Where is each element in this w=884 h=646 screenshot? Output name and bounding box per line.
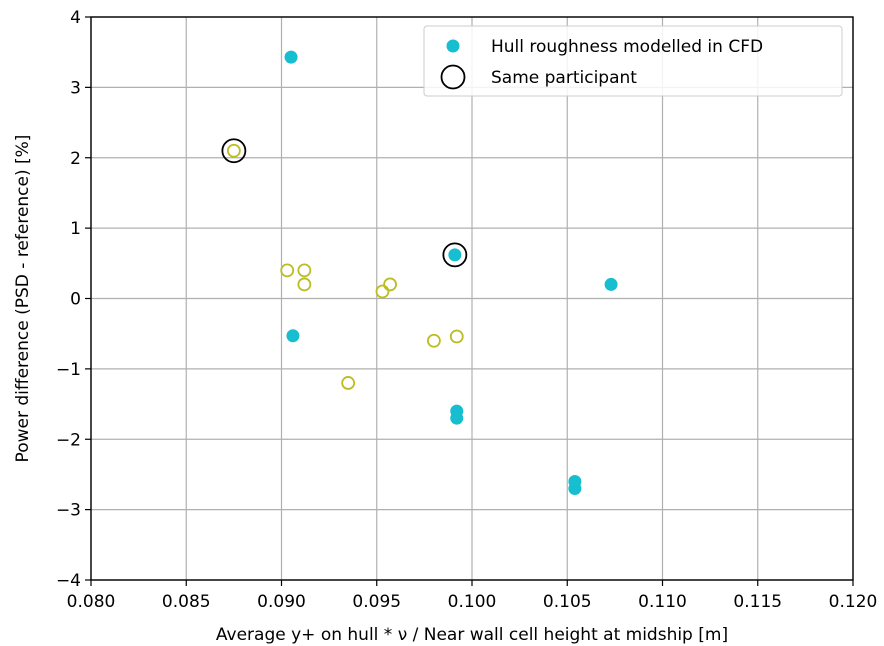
x-tick-label: 0.080 [67, 592, 116, 612]
y-tick-label: 2 [70, 149, 81, 169]
same-participant-ring [221, 138, 247, 164]
data-point-filled [286, 329, 300, 343]
y-tick-label: −2 [56, 430, 81, 450]
x-tick-label: 0.090 [257, 592, 306, 612]
data-point-filled [604, 277, 618, 291]
data-point-hollow [383, 277, 397, 292]
data-points [221, 50, 618, 496]
legend-marker-filled [446, 39, 460, 53]
x-tick-label: 0.105 [543, 592, 592, 612]
x-tick-label: 0.110 [638, 592, 687, 612]
y-tick-label: 4 [70, 8, 81, 28]
data-point-hollow [426, 333, 441, 348]
y-tick-label: −3 [56, 501, 81, 521]
data-point-filled [284, 50, 298, 64]
same-participant-ring [442, 242, 468, 268]
x-axis-label: Average y+ on hull * ν / Near wall cell … [216, 625, 728, 645]
data-point-hollow [280, 263, 295, 278]
y-axis-label: Power difference (PSD - reference) [%] [13, 135, 33, 463]
x-tick-label: 0.115 [733, 592, 782, 612]
x-tick-label: 0.085 [162, 592, 211, 612]
legend-box [423, 25, 843, 97]
legend: Hull roughness modelled in CFD Same part… [423, 25, 843, 97]
grid [90, 16, 854, 581]
x-tick-label: 0.095 [352, 592, 401, 612]
y-tick-label: 1 [70, 219, 81, 239]
y-tick-label: 0 [70, 290, 81, 310]
x-tick-label: 0.100 [448, 592, 497, 612]
y-tick-label: 3 [70, 78, 81, 98]
plot-frame [90, 16, 854, 581]
data-point-filled [448, 248, 462, 262]
data-point-hollow [297, 277, 312, 292]
x-tick-label: 0.120 [829, 592, 878, 612]
data-point-hollow [375, 284, 390, 299]
data-point-filled [568, 482, 582, 496]
data-point-hollow [226, 143, 241, 158]
legend-label-same-participant: Same participant [491, 68, 637, 88]
data-point-filled [450, 411, 464, 425]
legend-label-hull-roughness: Hull roughness modelled in CFD [491, 37, 763, 57]
data-point-hollow [297, 263, 312, 278]
y-tick-label: −4 [56, 571, 81, 591]
data-point-hollow [449, 329, 464, 344]
y-tick-label: −1 [56, 360, 81, 380]
legend-marker-ring [440, 64, 466, 90]
axis-ticks: 0.080 0.085 0.090 0.095 0.100 0.105 0.110 0.115… [56, 8, 877, 612]
data-point-hollow [341, 376, 356, 390]
